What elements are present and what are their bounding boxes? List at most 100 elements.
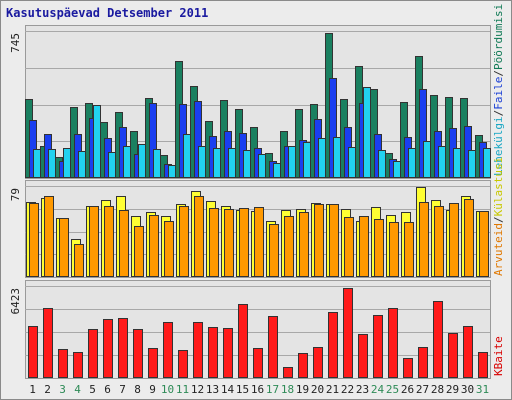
panel-kbytes: 6423 bbox=[9, 280, 491, 379]
bar-sites-Arvuteid-day-26 bbox=[404, 222, 414, 277]
bar-kbytes-KBaite-day-13 bbox=[208, 327, 218, 378]
bar-sites-Arvuteid-day-11 bbox=[179, 206, 189, 277]
bar-visits-Lehekülgi-day-27 bbox=[423, 141, 431, 178]
x-tick-label-day-11: 11 bbox=[176, 383, 189, 396]
bar-visits-Lehekülgi-day-13 bbox=[213, 148, 221, 178]
x-tick-label-day-2: 2 bbox=[44, 383, 51, 396]
x-tick-label-day-23: 23 bbox=[356, 383, 369, 396]
bar-sites-Arvuteid-day-5 bbox=[89, 206, 99, 277]
x-tick-label-day-20: 20 bbox=[311, 383, 324, 396]
bar-sites-Arvuteid-day-18 bbox=[284, 216, 294, 277]
bar-kbytes-KBaite-day-28 bbox=[433, 301, 443, 378]
bar-sites-Arvuteid-day-10 bbox=[164, 221, 174, 277]
bar-sites-Arvuteid-day-19 bbox=[299, 212, 309, 277]
bar-visits-Lehekülgi-day-16 bbox=[258, 154, 266, 178]
bar-sites-Arvuteid-day-27 bbox=[419, 202, 429, 277]
bar-visits-Lehekülgi-day-11 bbox=[183, 134, 191, 178]
bar-visits-Lehekülgi-day-10 bbox=[168, 165, 176, 178]
legend-sites-panel: Arvuteid/Külastusi bbox=[492, 157, 505, 276]
bar-visits-Lehekülgi-day-12 bbox=[198, 146, 206, 178]
bar-kbytes-KBaite-day-18 bbox=[283, 367, 293, 378]
bar-sites-Arvuteid-day-6 bbox=[104, 206, 114, 277]
bar-visits-Lehekülgi-day-23 bbox=[363, 87, 371, 178]
x-tick-label-day-22: 22 bbox=[341, 383, 354, 396]
x-tick-label-day-10: 10 bbox=[161, 383, 174, 396]
bar-sites-Arvuteid-day-29 bbox=[449, 203, 459, 277]
bar-kbytes-KBaite-day-24 bbox=[373, 315, 383, 378]
x-tick-label-day-24: 24 bbox=[371, 383, 385, 396]
bar-sites-Arvuteid-day-16 bbox=[254, 207, 264, 277]
bar-kbytes-KBaite-day-30 bbox=[463, 326, 473, 378]
bar-sites-Arvuteid-day-14 bbox=[224, 209, 234, 277]
bar-sites-Arvuteid-day-17 bbox=[269, 224, 279, 277]
x-tick-label-day-28: 28 bbox=[431, 383, 444, 396]
bar-kbytes-KBaite-day-14 bbox=[223, 328, 233, 378]
bar-visits-Lehekülgi-day-29 bbox=[453, 148, 461, 178]
panel-kbytes-ymax-label: 6423 bbox=[9, 288, 22, 315]
chart-title: Kasutuspäevad Detsember 2011 bbox=[6, 6, 208, 20]
panel-sites: 79 bbox=[9, 180, 491, 278]
legend-separator: / bbox=[492, 110, 505, 117]
bar-kbytes-KBaite-day-15 bbox=[238, 304, 248, 378]
x-tick-label-day-19: 19 bbox=[296, 383, 309, 396]
legend-kbytes-panel: KBaite bbox=[492, 336, 505, 376]
bar-visits-Lehekülgi-day-1 bbox=[33, 149, 41, 178]
bar-sites-Arvuteid-day-30 bbox=[464, 199, 474, 277]
panel-sites-ymax-label: 79 bbox=[9, 188, 22, 201]
bar-kbytes-KBaite-day-12 bbox=[193, 322, 203, 378]
x-axis-labels: 1 2 3 4 5 6 7 8 9 10 11 12 13 14 15 16 17 18 19 20 21 22 23 24 2… bbox=[29, 383, 489, 396]
bar-kbytes-KBaite-day-26 bbox=[403, 358, 413, 378]
x-tick-label-day-21: 21 bbox=[326, 383, 339, 396]
bar-sites-Arvuteid-day-7 bbox=[119, 210, 129, 277]
x-tick-label-day-4: 4 bbox=[74, 383, 81, 396]
x-tick-label-day-15: 15 bbox=[236, 383, 249, 396]
legend-separator: / bbox=[492, 216, 505, 223]
bar-visits-Lehekülgi-day-9 bbox=[153, 149, 161, 178]
bar-kbytes-KBaite-day-19 bbox=[298, 353, 308, 378]
bar-sites-Arvuteid-day-12 bbox=[194, 196, 204, 277]
bar-visits-Lehekülgi-day-24 bbox=[378, 150, 386, 178]
panel-visits: 745 bbox=[9, 25, 491, 179]
bar-kbytes-KBaite-day-31 bbox=[478, 352, 488, 378]
bar-visits-Lehekülgi-day-30 bbox=[468, 150, 476, 178]
bar-visits-Lehekülgi-day-22 bbox=[348, 147, 356, 178]
legend-Külastusi: Külastusi bbox=[492, 157, 505, 217]
bar-sites-Arvuteid-day-31 bbox=[479, 211, 489, 277]
bar-sites-Arvuteid-day-1 bbox=[29, 203, 39, 277]
bar-visits-Lehekülgi-day-18 bbox=[288, 146, 296, 178]
bar-sites-Arvuteid-day-4 bbox=[74, 244, 84, 277]
legend-separator: / bbox=[492, 70, 505, 77]
bar-sites-Arvuteid-day-2 bbox=[44, 196, 54, 277]
legend-Arvuteid: Arvuteid bbox=[492, 223, 505, 276]
panel-visits-ymax-label: 745 bbox=[9, 33, 22, 53]
x-tick-label-day-8: 8 bbox=[134, 383, 141, 396]
bar-kbytes-KBaite-day-23 bbox=[358, 334, 368, 378]
bar-sites-Arvuteid-day-25 bbox=[389, 222, 399, 277]
legend-Faile: Faile bbox=[492, 77, 505, 110]
bar-visits-Lehekülgi-day-8 bbox=[138, 144, 146, 178]
bar-visits-Lehekülgi-day-25 bbox=[393, 161, 401, 178]
bar-kbytes-KBaite-day-5 bbox=[88, 329, 98, 378]
bar-kbytes-KBaite-day-6 bbox=[103, 319, 113, 378]
legend-visits-panel: Lehekülgi/Faile/Pöördumisi bbox=[492, 4, 505, 176]
bar-kbytes-KBaite-day-10 bbox=[163, 322, 173, 378]
right-legends: Lehekülgi/Faile/PöördumisiArvuteid/Külas… bbox=[492, 4, 505, 376]
x-tick-label-day-16: 16 bbox=[251, 383, 264, 396]
bar-sites-Arvuteid-day-24 bbox=[374, 219, 384, 277]
legend-Pöördumisi: Pöördumisi bbox=[492, 4, 505, 70]
x-tick-label-day-7: 7 bbox=[119, 383, 126, 396]
bar-kbytes-KBaite-day-16 bbox=[253, 348, 263, 378]
bar-visits-Lehekülgi-day-14 bbox=[228, 148, 236, 178]
bar-sites-Arvuteid-day-8 bbox=[134, 226, 144, 277]
bar-kbytes-KBaite-day-2 bbox=[43, 308, 53, 378]
legend-Lehekülgi: Lehekülgi bbox=[492, 116, 505, 176]
bar-visits-Lehekülgi-day-4 bbox=[78, 151, 86, 178]
bar-visits-Lehekülgi-day-6 bbox=[108, 152, 116, 178]
bar-sites-Arvuteid-day-13 bbox=[209, 208, 219, 277]
bar-sites-Arvuteid-day-23 bbox=[359, 216, 369, 277]
x-tick-label-day-3: 3 bbox=[59, 383, 66, 396]
bar-visits-Lehekülgi-day-21 bbox=[333, 137, 341, 178]
x-tick-label-day-31: 31 bbox=[476, 383, 489, 396]
x-tick-label-day-5: 5 bbox=[89, 383, 96, 396]
